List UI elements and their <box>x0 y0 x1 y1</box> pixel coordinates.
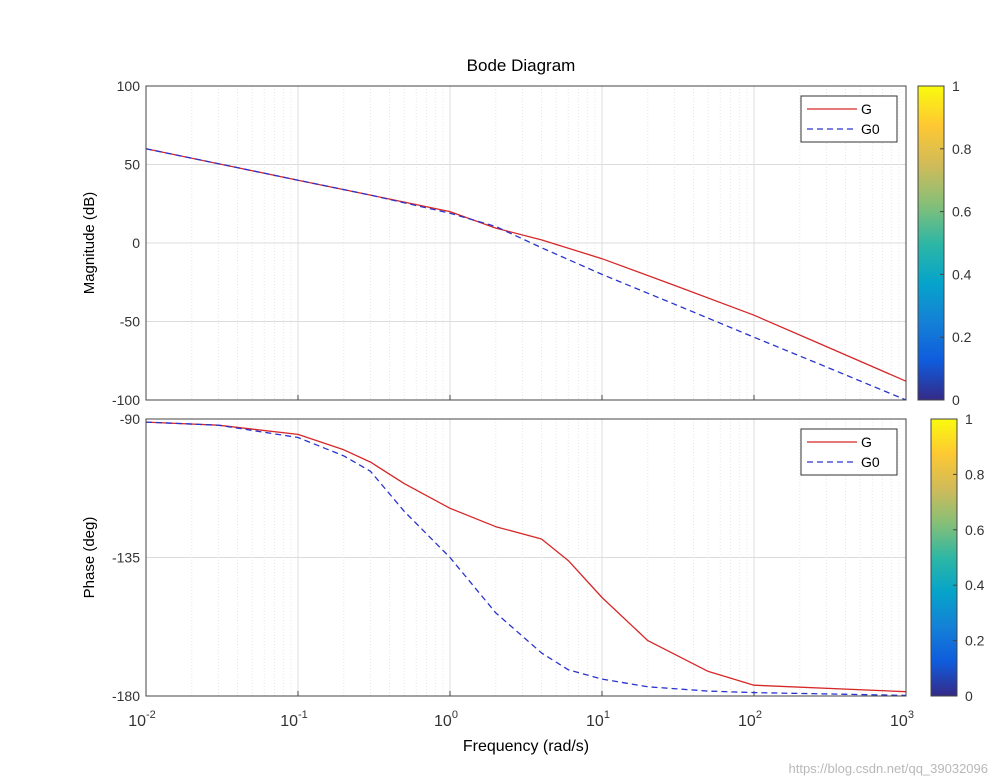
watermark: https://blog.csdn.net/qq_39032096 <box>788 761 989 776</box>
magnitude-y-tick-label: 100 <box>117 78 141 94</box>
colorbar-gradient <box>917 85 945 401</box>
x-tick-label: 103 <box>890 709 914 730</box>
magnitude-y-axis-label: Magnitude (dB) <box>81 192 98 295</box>
colorbar-tick-label: 0.2 <box>965 633 985 649</box>
series-line-g0 <box>145 148 907 401</box>
magnitude-colorbar: 0 0.2 0.4 0.6 0.8 1 <box>917 78 972 408</box>
colorbar-tick-label: 0.6 <box>965 522 985 538</box>
x-axis-label: Frequency (rad/s) <box>463 738 589 755</box>
colorbar-tick-label: 0 <box>952 392 960 408</box>
colorbar-tick-label: 1 <box>965 411 973 427</box>
colorbar-tick-label: 0.8 <box>965 466 985 482</box>
magnitude-y-tick-label: 50 <box>124 157 140 173</box>
magnitude-y-tick-label: -50 <box>120 314 140 330</box>
colorbar-tick-label: 1 <box>952 78 960 94</box>
series-line-g <box>145 421 907 693</box>
legend-box <box>800 428 898 476</box>
phase-axes-frame <box>145 418 907 697</box>
x-tick-label: 100 <box>434 709 458 730</box>
colorbar-tick-label: 0.4 <box>952 266 972 282</box>
series-line-g0 <box>145 421 907 697</box>
colorbar-tick-label: 0.8 <box>952 141 972 157</box>
colorbar-tick-label: 0.2 <box>952 329 972 345</box>
x-tick-label: 10-2 <box>128 709 156 730</box>
magnitude-axes-frame <box>145 85 907 401</box>
magnitude-y-tick-label: -100 <box>112 392 140 408</box>
colorbar-gradient <box>930 418 958 697</box>
phase-y-axis-label: Phase (deg) <box>81 517 98 599</box>
phase-y-tick-label: -135 <box>112 550 140 566</box>
colorbar-tick-label: 0 <box>965 688 973 704</box>
x-tick-label: 102 <box>738 709 762 730</box>
phase-legend: G G0 <box>800 428 898 476</box>
phase-y-tick-label: -90 <box>120 411 140 427</box>
legend-box <box>800 95 898 143</box>
colorbar-tick-label: 0.4 <box>965 577 985 593</box>
legend-label-g0: G0 <box>861 121 880 137</box>
colorbar-tick-label: 0.6 <box>952 204 972 220</box>
chart-title: Bode Diagram <box>467 56 576 75</box>
x-tick-label: 10-1 <box>280 709 308 730</box>
magnitude-panel: 100 50 0 -50 -100 Magnitude (dB) G G0 0 0.2 0.4 0.6… <box>81 78 972 408</box>
phase-y-tick-label: -180 <box>112 688 140 704</box>
phase-colorbar: 0 0.2 0.4 0.6 0.8 1 <box>930 411 985 704</box>
magnitude-y-tick-label: 0 <box>132 235 140 251</box>
legend-label-g: G <box>861 434 872 450</box>
magnitude-legend: G G0 <box>800 95 898 143</box>
legend-label-g: G <box>861 101 872 117</box>
x-tick-label: 101 <box>586 709 610 730</box>
legend-label-g0: G0 <box>861 454 880 470</box>
phase-panel: -90 -135 -180 Phase (deg) G G0 0 0.2 0.4 0.6 0.8 1 <box>81 411 985 704</box>
